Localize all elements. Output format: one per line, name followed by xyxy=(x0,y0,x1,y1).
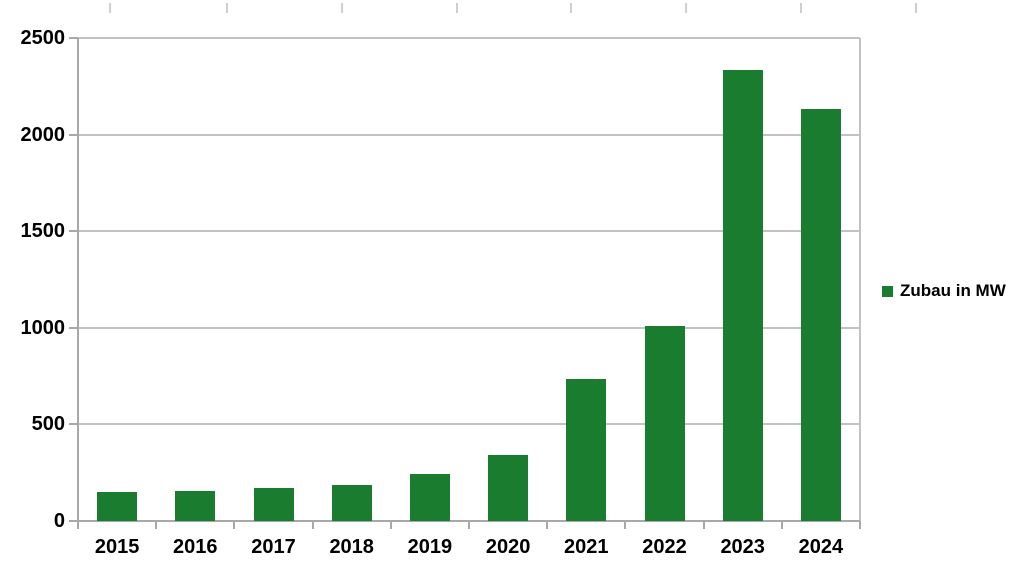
top-tick-7 xyxy=(915,3,917,13)
gridline-1000 xyxy=(78,326,860,329)
y-tick-500 xyxy=(69,423,78,426)
bar-2021 xyxy=(566,378,607,521)
y-tick-0 xyxy=(69,520,78,522)
bar-2015 xyxy=(97,492,138,521)
top-tick-3 xyxy=(456,3,458,13)
legend: Zubau in MW xyxy=(882,281,1006,301)
y-tick-2000 xyxy=(69,133,78,136)
gridline-2500 xyxy=(78,37,860,39)
bar-2019 xyxy=(409,473,450,521)
x-tick-label-2024: 2024 xyxy=(798,536,844,558)
bar-2017 xyxy=(253,488,294,521)
x-tick-6 xyxy=(546,521,549,529)
x-tick-10 xyxy=(859,521,861,529)
top-tick-1 xyxy=(226,3,228,13)
y-tick-2500 xyxy=(69,37,78,39)
x-tick-9 xyxy=(780,521,783,529)
y-tick-label-1000: 1000 xyxy=(20,316,66,339)
y-tick-1500 xyxy=(69,230,78,233)
plot-right-border xyxy=(859,38,861,521)
gridline-2000 xyxy=(78,133,860,136)
x-tick-label-2023: 2023 xyxy=(720,536,765,558)
y-tick-label-500: 500 xyxy=(31,413,65,436)
x-tick-8 xyxy=(702,521,705,529)
x-tick-3 xyxy=(311,521,314,529)
y-tick-1000 xyxy=(69,326,78,329)
y-tick-label-1500: 1500 xyxy=(20,220,66,243)
bar-2018 xyxy=(331,485,372,521)
x-tick-label-2022: 2022 xyxy=(642,536,687,558)
x-tick-2 xyxy=(233,521,236,529)
x-tick-label-2017: 2017 xyxy=(251,536,296,558)
gridline-1500 xyxy=(78,230,860,233)
y-tick-label-2000: 2000 xyxy=(20,123,66,146)
legend-label: Zubau in MW xyxy=(900,281,1006,300)
y-tick-label-2500: 2500 xyxy=(20,27,66,49)
bar-2024 xyxy=(800,108,841,521)
y-tick-label-0: 0 xyxy=(53,510,65,532)
y-axis-line xyxy=(77,38,79,523)
x-tick-5 xyxy=(468,521,470,529)
x-tick-label-2015: 2015 xyxy=(94,536,140,558)
x-tick-0 xyxy=(77,521,79,529)
gridline-500 xyxy=(78,423,860,426)
top-tick-4 xyxy=(570,3,572,13)
top-tick-6 xyxy=(800,3,802,13)
x-tick-label-2020: 2020 xyxy=(485,536,531,558)
x-tick-label-2018: 2018 xyxy=(329,536,374,558)
top-tick-5 xyxy=(685,3,687,13)
bar-2016 xyxy=(175,491,216,521)
x-tick-4 xyxy=(389,521,392,529)
x-tick-1 xyxy=(155,521,158,529)
bar-2020 xyxy=(488,455,529,521)
bar-2022 xyxy=(644,325,685,521)
top-tick-2 xyxy=(341,3,343,13)
x-tick-label-2021: 2021 xyxy=(564,536,609,558)
legend-swatch xyxy=(882,285,893,297)
top-tick-0 xyxy=(109,3,111,13)
x-tick-label-2019: 2019 xyxy=(407,536,453,558)
bar-2023 xyxy=(722,69,763,521)
x-tick-label-2016: 2016 xyxy=(173,536,218,558)
x-tick-7 xyxy=(624,521,627,529)
